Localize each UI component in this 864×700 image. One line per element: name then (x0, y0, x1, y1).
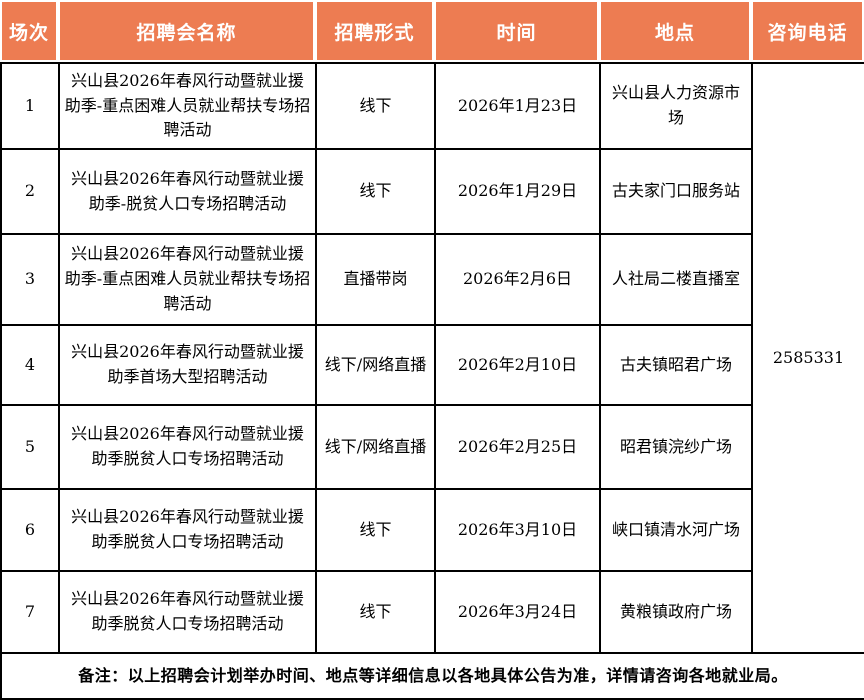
session-cell: 2 (0, 148, 60, 235)
header-phone: 咨询电话 (751, 0, 864, 62)
date-cell: 2026年2月10日 (434, 324, 601, 406)
location-cell: 昭君镇浣纱广场 (599, 404, 753, 490)
table-row: 7 兴山县2026年春风行动暨就业援助季脱贫人口专场招聘活动 线下 2026年3… (0, 570, 864, 654)
format-cell: 直播带岗 (315, 233, 436, 326)
note-row: 备注：以上招聘会计划举办时间、地点等详细信息以各地具体公告为准，详情请咨询各地就… (0, 652, 864, 700)
format-cell: 线下/网络直播 (315, 404, 436, 490)
date-cell: 2026年3月24日 (434, 570, 601, 654)
format-cell: 线下 (315, 62, 436, 150)
session-cell: 1 (0, 62, 60, 150)
fair-name-cell: 兴山县2026年春风行动暨就业援助季脱贫人口专场招聘活动 (58, 570, 317, 654)
header-session: 场次 (0, 0, 58, 62)
fair-name-cell: 兴山县2026年春风行动暨就业援助季脱贫人口专场招聘活动 (58, 488, 317, 572)
fair-name-cell: 兴山县2026年春风行动暨就业援助季-重点困难人员就业帮扶专场招聘活动 (58, 62, 317, 150)
table-row: 5 兴山县2026年春风行动暨就业援助季脱贫人口专场招聘活动 线下/网络直播 2… (0, 404, 864, 490)
format-cell: 线下 (315, 488, 436, 572)
session-cell: 5 (0, 404, 60, 490)
date-cell: 2026年2月25日 (434, 404, 601, 490)
date-cell: 2026年1月23日 (434, 62, 601, 150)
location-cell: 峡口镇清水河广场 (599, 488, 753, 572)
session-cell: 6 (0, 488, 60, 572)
date-cell: 2026年2月6日 (434, 233, 601, 326)
fair-name-cell: 兴山县2026年春风行动暨就业援助季脱贫人口专场招聘活动 (58, 404, 317, 490)
format-cell: 线下 (315, 148, 436, 235)
location-cell: 兴山县人力资源市场 (599, 62, 753, 150)
phone-cell: 2585331 (751, 62, 864, 654)
table-row: 3 兴山县2026年春风行动暨就业援助季-重点困难人员就业帮扶专场招聘活动 直播… (0, 233, 864, 326)
fair-name-cell: 兴山县2026年春风行动暨就业援助季-脱贫人口专场招聘活动 (58, 148, 317, 235)
fair-name-cell: 兴山县2026年春风行动暨就业援助季-重点困难人员就业帮扶专场招聘活动 (58, 233, 317, 326)
location-cell: 古夫家门口服务站 (599, 148, 753, 235)
date-cell: 2026年1月29日 (434, 148, 601, 235)
format-cell: 线下/网络直播 (315, 324, 436, 406)
job-fair-schedule-table: 1 兴山县2026年春风行动暨就业援助季-重点困难人员就业帮扶专场招聘活动 线下… (0, 62, 864, 700)
fair-name-cell: 兴山县2026年春风行动暨就业援助季首场大型招聘活动 (58, 324, 317, 406)
location-cell: 黄粮镇政府广场 (599, 570, 753, 654)
location-cell: 人社局二楼直播室 (599, 233, 753, 326)
session-cell: 4 (0, 324, 60, 406)
date-cell: 2026年3月10日 (434, 488, 601, 572)
table-row: 2 兴山县2026年春风行动暨就业援助季-脱贫人口专场招聘活动 线下 2026年… (0, 148, 864, 235)
table-row: 4 兴山县2026年春风行动暨就业援助季首场大型招聘活动 线下/网络直播 202… (0, 324, 864, 406)
table-header-row: 场次 招聘会名称 招聘形式 时间 地点 咨询电话 (0, 0, 864, 62)
location-cell: 古夫镇昭君广场 (599, 324, 753, 406)
header-location: 地点 (599, 0, 751, 62)
note-cell: 备注：以上招聘会计划举办时间、地点等详细信息以各地具体公告为准，详情请咨询各地就… (0, 652, 864, 700)
session-cell: 3 (0, 233, 60, 326)
table-row: 1 兴山县2026年春风行动暨就业援助季-重点困难人员就业帮扶专场招聘活动 线下… (0, 62, 864, 654)
table-row: 6 兴山县2026年春风行动暨就业援助季脱贫人口专场招聘活动 线下 2026年3… (0, 488, 864, 572)
header-format: 招聘形式 (315, 0, 434, 62)
header-time: 时间 (434, 0, 599, 62)
format-cell: 线下 (315, 570, 436, 654)
header-fair-name: 招聘会名称 (58, 0, 315, 62)
session-cell: 7 (0, 570, 60, 654)
